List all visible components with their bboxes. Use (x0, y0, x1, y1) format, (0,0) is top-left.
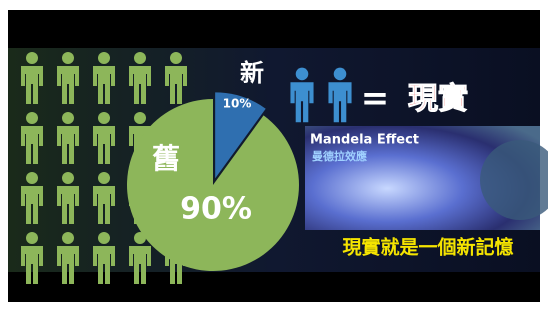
category-label: 舊 (152, 142, 180, 175)
person-head (98, 112, 110, 124)
person-head (170, 52, 182, 64)
person-head (134, 112, 146, 124)
person-head (62, 172, 74, 184)
caption: 現實就是一個新記憶 (342, 236, 513, 259)
image-title: Mandela Effect (310, 133, 419, 148)
person-head (26, 172, 38, 184)
category-label: 新 (240, 59, 264, 87)
person-head (98, 52, 110, 64)
pie-slice (127, 99, 299, 271)
person-head (296, 68, 309, 81)
value-label: 90% (180, 192, 252, 227)
person-head (26, 112, 38, 124)
person-head (62, 52, 74, 64)
reality-label: 現實 (408, 82, 468, 117)
person-head (26, 232, 38, 244)
value-label: 10% (223, 97, 252, 111)
person-head (98, 232, 110, 244)
page: {"chart_data": {"type": "pie", "categori… (0, 0, 548, 316)
person-head (134, 52, 146, 64)
equals-sign: = (361, 79, 390, 119)
person-head (334, 68, 347, 81)
person-head (98, 172, 110, 184)
image-subtitle: 曼德拉效應 (312, 149, 367, 163)
person-head (26, 52, 38, 64)
video-frame: 新 10% 舊90% = 現實 Mandela Effect 曼德拉效應 現實就是一… (0, 0, 548, 316)
person-head (62, 232, 74, 244)
person-head (62, 112, 74, 124)
